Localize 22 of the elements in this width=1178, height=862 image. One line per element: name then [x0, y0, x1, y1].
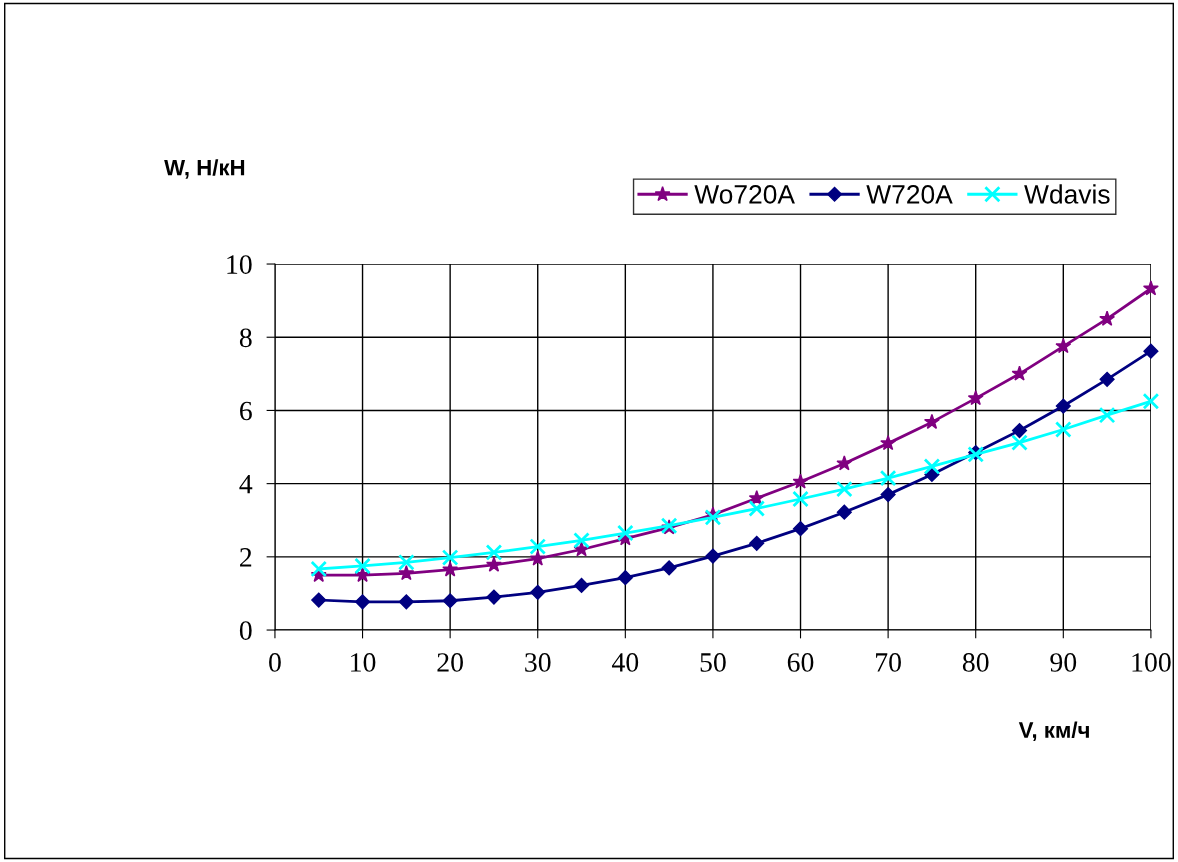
y-tick-label: 0 — [239, 621, 252, 640]
y-axis-title: W, Н/кН — [164, 159, 245, 179]
legend-label: Wo720A — [694, 185, 795, 204]
y-tick-label: 8 — [239, 328, 252, 348]
x-tick-label: 10 — [351, 653, 376, 672]
x-tick-label: 50 — [700, 653, 726, 672]
y-tick-label: 4 — [239, 474, 253, 494]
x-tick-label: 40 — [611, 653, 639, 672]
y-tick-label: 2 — [240, 548, 252, 567]
legend-label: Wdavis — [1024, 184, 1110, 204]
x-tick-label: 60 — [787, 653, 814, 672]
y-tick-label: 10 — [227, 255, 252, 274]
legend-label: W720A — [866, 185, 953, 204]
x-tick-label: 90 — [1050, 653, 1077, 672]
x-tick-label: 100 — [1132, 653, 1171, 672]
x-tick-label: 70 — [876, 653, 901, 672]
x-tick-label: 80 — [962, 653, 989, 672]
x-tick-label: 30 — [525, 653, 551, 672]
y-tick-label: 6 — [240, 401, 252, 421]
x-tick-label: 20 — [437, 653, 463, 672]
x-axis-title: V, км/ч — [1018, 721, 1089, 742]
x-tick-label: 0 — [269, 653, 281, 672]
